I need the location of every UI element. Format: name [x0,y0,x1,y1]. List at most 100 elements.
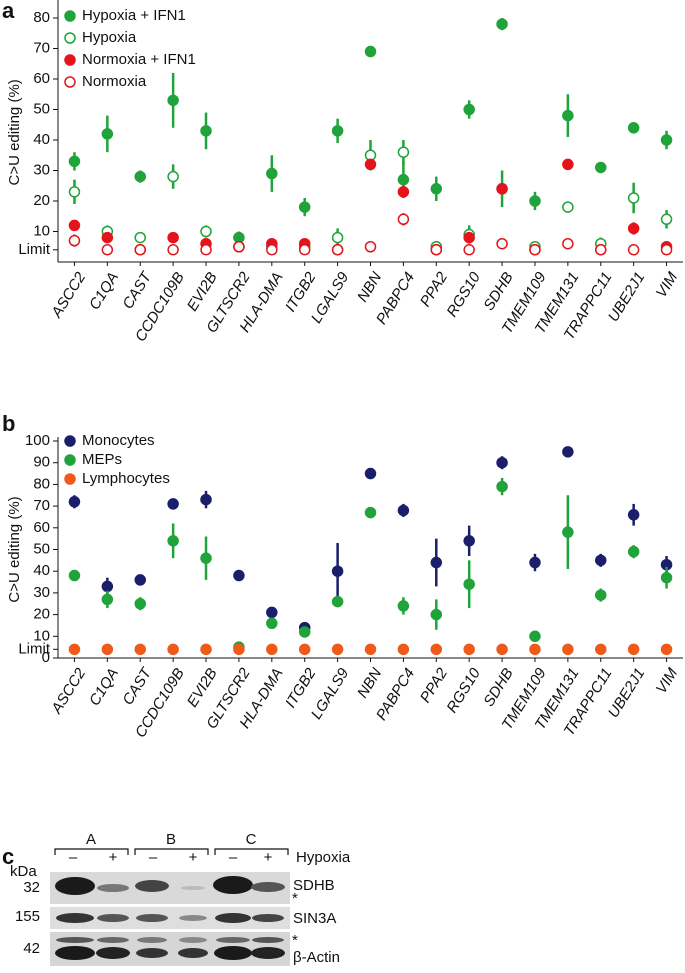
y-tick-label: 80 [33,475,50,492]
data-point [496,237,508,250]
data-point [134,170,146,183]
y-tick-label: 50 [33,100,50,117]
data-point [397,186,410,198]
data-point [430,556,443,569]
y-axis-title: C>U editing (%) [6,79,23,185]
y-tick-label: 90 [33,454,50,471]
lane-label: + [109,849,118,866]
data-point [167,231,179,244]
data-point [529,244,541,256]
data-point [562,643,574,656]
data-point [595,643,607,656]
x-tick-label: ASCC2 [48,269,90,322]
legend-marker [64,454,76,466]
data-point [331,595,344,608]
x-tick-label: NBN [354,665,385,701]
data-point [200,643,212,656]
data-point [496,480,508,493]
data-point [660,571,673,584]
data-point [463,103,475,116]
y-tick-label: Limit [18,241,51,258]
lane-label: – [149,849,158,866]
x-tick-label: C1QA [86,665,122,709]
data-point [660,213,673,226]
data-point [134,643,146,656]
data-point [134,598,146,610]
group-label: C [246,831,257,848]
data-point [298,244,311,256]
x-tick-label: PPA2 [417,269,452,310]
y-tick-label: 40 [33,562,50,579]
legend-marker [64,32,76,44]
y-tick-label: 80 [33,9,50,26]
y-tick-label: 20 [33,606,50,623]
data-point [266,617,278,630]
data-point [266,643,278,656]
data-point [364,45,377,58]
y-tick-label: 60 [33,519,50,536]
data-point [529,643,541,656]
data-point [496,456,508,469]
data-point [101,643,114,656]
protein-label: SIN3A [293,910,336,927]
data-point [463,535,475,547]
data-point [331,565,344,577]
data-point [167,643,179,656]
data-point [660,134,673,146]
x-tick-label: NBN [354,269,385,305]
data-point [496,183,508,195]
data-point [397,146,410,158]
lane-label: – [229,849,238,866]
data-point [167,498,179,510]
x-tick-label: ASCC2 [48,665,90,718]
data-point [397,504,410,517]
data-point [68,155,81,168]
data-point [200,225,212,238]
data-point [595,589,607,601]
data-point [430,183,443,195]
y-tick-label: 60 [33,70,50,87]
data-point [430,643,443,656]
data-point [627,122,640,134]
y-tick-label: 20 [33,192,50,209]
data-point [364,467,377,480]
legend-marker [64,76,76,88]
legend-label: Normoxia [82,73,147,90]
data-point [200,552,212,564]
data-point [463,643,475,656]
data-point [134,244,146,256]
data-point [595,554,607,567]
size-marker: 32 [23,879,40,896]
data-point [68,186,81,198]
data-point [660,244,673,256]
unit-label: kDa [10,863,37,880]
data-point [627,222,640,235]
data-point [331,125,344,137]
data-point [496,643,508,656]
asterisk: * [292,932,298,949]
data-point [167,94,179,107]
legend-marker [64,473,76,485]
data-point [134,231,146,244]
data-point [68,643,81,656]
data-point [627,192,640,204]
y-tick-label: Limit [18,640,51,657]
legend-label: Hypoxia + IFN1 [82,7,186,24]
y-tick-label: 70 [33,497,50,514]
data-point [200,493,212,506]
data-point [562,109,574,122]
legend-label: Lymphocytes [82,470,170,487]
panel-label: a [2,0,15,23]
lane-label: + [264,849,273,866]
data-point [298,626,311,638]
bands [55,876,285,960]
data-point [463,231,475,244]
data-point [331,643,344,656]
data-point [627,643,640,656]
data-point [430,608,443,621]
data-point [167,170,179,183]
data-point [167,244,179,256]
size-marker: 155 [15,908,40,925]
data-point [101,128,114,140]
data-point [627,244,640,256]
